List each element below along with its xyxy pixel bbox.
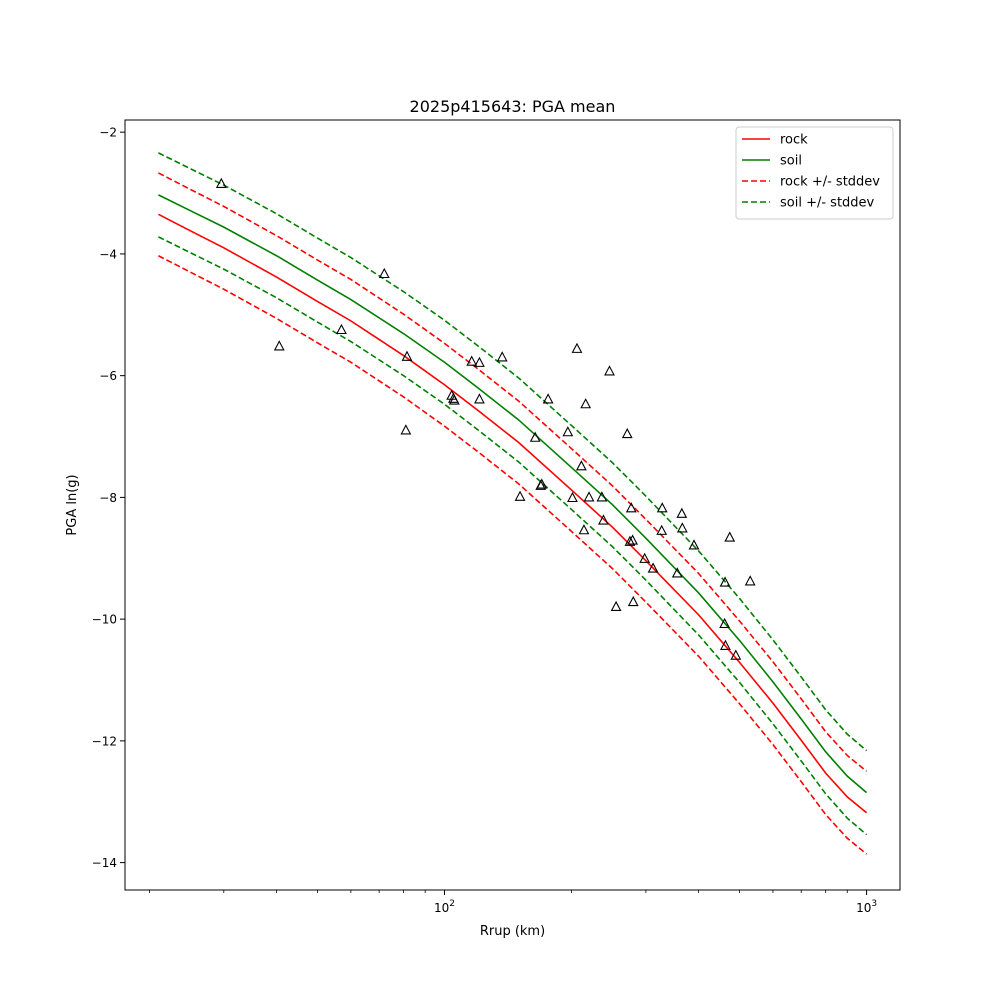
observation-point (676, 507, 688, 518)
x-axis-label: Rrup (km) (480, 924, 545, 939)
observation-point (273, 340, 285, 351)
observation-point (378, 267, 390, 279)
observation-point (562, 426, 574, 437)
y-tick-label: −4 (99, 247, 117, 261)
observation-point (625, 502, 637, 513)
y-tick-label: −8 (99, 491, 117, 505)
y-tick-label: −14 (92, 856, 117, 870)
observation-point (529, 431, 541, 442)
y-tick-label: −12 (92, 734, 117, 748)
series-line-band-3 (158, 255, 868, 855)
observation-point (598, 514, 609, 525)
observation-point (719, 617, 731, 629)
observation-point (647, 562, 659, 573)
observation-point (604, 365, 615, 376)
observation-point (448, 394, 460, 405)
legend-box (735, 126, 894, 220)
observation-point (624, 535, 636, 546)
observation-point (567, 491, 578, 503)
chart-title: 2025p415643: PGA mean (410, 97, 616, 116)
observation-point (496, 351, 508, 362)
observation-point (671, 567, 683, 578)
observation-point (401, 350, 413, 361)
axes-frame (124, 119, 901, 891)
series-line-band-5 (158, 236, 868, 836)
observation-point (580, 398, 592, 409)
observation-point (621, 427, 633, 439)
observation-point (656, 502, 668, 513)
y-axis: −2 −4 −6 −8 −10 −12 −14 (92, 126, 125, 870)
observation-point (400, 424, 412, 435)
x-axis: 102 103 (149, 890, 877, 915)
series-line-rock (158, 213, 868, 814)
y-tick-label: −10 (92, 613, 117, 627)
y-axis-label: PGA ln(g) (65, 474, 80, 535)
observation-point (474, 356, 485, 367)
observation-point (596, 491, 608, 502)
x-tick-label: 102 (434, 899, 455, 915)
plot-area (158, 152, 868, 855)
observation-point (336, 323, 347, 335)
observation-point (536, 478, 548, 489)
observation-point (656, 524, 668, 535)
observation-point (744, 575, 756, 586)
observation-point (474, 393, 485, 404)
observation-point (583, 491, 595, 502)
observation-point (676, 522, 688, 533)
observation-point (578, 524, 590, 535)
series-line-rock-stddev-upper (158, 172, 868, 772)
legend-label: rock (780, 133, 808, 148)
x-tick-label: 103 (856, 899, 877, 915)
observation-point (688, 539, 700, 550)
observation-point (724, 531, 736, 542)
observation-point (610, 600, 622, 612)
legend-label: rock +/- stddev (780, 175, 880, 190)
series-line-soil (158, 194, 868, 794)
observation-point (466, 355, 478, 366)
observation-point (639, 552, 651, 563)
series-line-soil-stddev-upper (158, 152, 868, 752)
observation-point (575, 460, 587, 471)
observation-point (627, 595, 639, 607)
legend-label: soil (780, 154, 802, 169)
observation-point (627, 534, 638, 545)
legend: rock soil rock +/- stddev soil +/- stddev (735, 126, 894, 220)
observation-point (514, 490, 526, 501)
observation-point (542, 393, 554, 404)
observation-point (719, 576, 731, 587)
y-tick-label: −6 (99, 369, 117, 383)
observation-point (571, 342, 583, 353)
observation-point (730, 649, 742, 660)
y-tick-label: −2 (99, 126, 117, 140)
legend-label: soil +/- stddev (780, 196, 875, 211)
observation-point (720, 639, 731, 650)
observation-point (215, 177, 227, 188)
